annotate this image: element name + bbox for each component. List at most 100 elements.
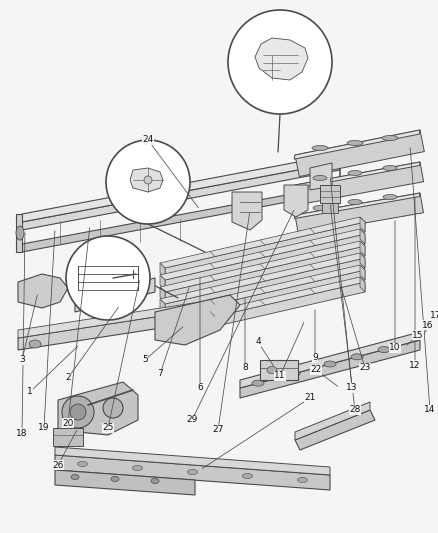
Polygon shape [55,455,330,490]
Ellipse shape [313,206,327,211]
Ellipse shape [383,166,397,171]
Ellipse shape [297,478,307,482]
Text: 2: 2 [65,374,71,383]
Polygon shape [22,154,340,222]
Polygon shape [240,332,420,388]
Polygon shape [295,402,370,440]
Ellipse shape [71,474,79,480]
Text: 11: 11 [274,372,286,381]
Polygon shape [284,185,308,217]
Ellipse shape [78,462,88,466]
Ellipse shape [348,199,362,205]
Polygon shape [165,246,365,302]
Ellipse shape [313,175,327,181]
Text: 1: 1 [27,387,33,397]
Ellipse shape [324,361,336,367]
Ellipse shape [111,477,119,481]
Text: 7: 7 [157,369,163,378]
Circle shape [228,10,332,114]
Text: 12: 12 [410,360,420,369]
Ellipse shape [382,135,398,141]
Polygon shape [75,278,155,312]
Polygon shape [160,277,365,328]
Polygon shape [160,241,365,292]
Ellipse shape [133,465,142,471]
Polygon shape [160,265,365,316]
Text: 14: 14 [424,406,436,415]
Polygon shape [165,270,365,326]
Polygon shape [130,168,163,192]
Polygon shape [165,282,365,338]
Ellipse shape [151,479,159,483]
Ellipse shape [144,176,152,184]
Polygon shape [360,229,365,244]
Polygon shape [255,38,308,80]
Polygon shape [165,234,365,290]
Text: 23: 23 [359,364,371,373]
Ellipse shape [243,473,252,479]
Text: 19: 19 [38,424,50,432]
Text: 9: 9 [312,353,318,362]
Polygon shape [160,311,165,326]
Polygon shape [160,275,165,290]
Text: 18: 18 [16,429,28,438]
Polygon shape [360,277,365,292]
Text: 4: 4 [255,337,261,346]
Circle shape [70,404,86,420]
Polygon shape [18,310,200,350]
Text: 22: 22 [311,366,321,375]
Bar [53,428,83,446]
Polygon shape [240,340,420,398]
Polygon shape [360,265,365,280]
Polygon shape [22,162,340,230]
Polygon shape [360,217,365,232]
Text: 13: 13 [346,384,358,392]
Text: 15: 15 [412,330,424,340]
Polygon shape [155,295,240,345]
Ellipse shape [187,470,198,474]
Text: 26: 26 [52,461,64,470]
Text: 24: 24 [142,135,154,144]
Polygon shape [165,258,365,314]
Polygon shape [90,295,140,305]
Ellipse shape [252,380,264,386]
Circle shape [66,236,150,320]
Polygon shape [160,287,165,302]
Text: 6: 6 [197,384,203,392]
Polygon shape [360,241,365,256]
Polygon shape [160,253,365,304]
Bar [322,203,338,213]
Polygon shape [294,130,420,159]
Ellipse shape [267,367,277,374]
Text: 8: 8 [242,364,248,373]
Ellipse shape [288,370,300,377]
Text: 20: 20 [62,418,74,427]
Text: 25: 25 [102,424,114,432]
Polygon shape [294,162,420,189]
Polygon shape [295,162,424,205]
Polygon shape [160,299,165,314]
Circle shape [62,396,94,428]
Polygon shape [295,130,424,176]
Polygon shape [16,214,22,252]
Polygon shape [22,185,340,252]
Text: 10: 10 [389,343,401,352]
Text: 17: 17 [430,311,438,319]
Text: 29: 29 [186,416,198,424]
Polygon shape [160,263,165,278]
Text: 28: 28 [350,406,360,415]
Polygon shape [55,447,330,475]
Ellipse shape [348,171,362,175]
Polygon shape [295,410,375,450]
Polygon shape [160,217,365,268]
Polygon shape [18,274,68,308]
Polygon shape [232,192,262,230]
Polygon shape [294,193,420,219]
Ellipse shape [347,141,363,146]
Ellipse shape [312,146,328,150]
Ellipse shape [383,195,397,199]
Circle shape [106,140,190,224]
Bar [260,360,298,380]
Polygon shape [58,382,138,435]
Ellipse shape [351,354,363,360]
